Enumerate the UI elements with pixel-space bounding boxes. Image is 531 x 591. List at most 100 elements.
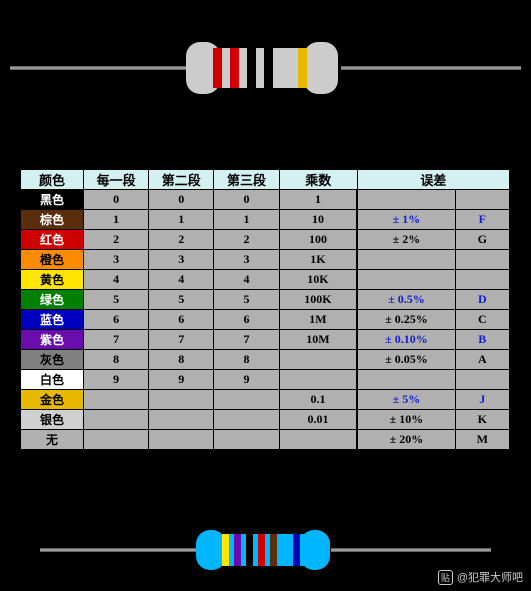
table-row: 白色999 (21, 370, 510, 390)
code-cell (455, 370, 509, 390)
value-cell: 7 (84, 330, 149, 350)
code-cell (455, 270, 509, 290)
value-cell (214, 430, 279, 450)
resistor-band (270, 534, 277, 566)
page-title: 数值的读取方法 (0, 10, 531, 36)
value-cell: 1 (149, 210, 214, 230)
table-header-row: 颜色每一段第二段第三段乘数误差 (21, 170, 510, 190)
resistor-band (246, 534, 253, 566)
value-cell (149, 430, 214, 450)
table-row: 无± 20%M (21, 430, 510, 450)
color-name-cell: 金色 (21, 390, 84, 410)
resistor-band (293, 534, 300, 566)
table-row: 紫色77710M± 0.10%B (21, 330, 510, 350)
color-code-table: 颜色每一段第二段第三段乘数误差 黑色0001棕色11110± 1%F红色2221… (20, 169, 510, 450)
tolerance-cell: ± 0.05% (357, 350, 455, 370)
value-cell: 100K (279, 290, 357, 310)
value-cell: 4 (214, 270, 279, 290)
resistor-band (298, 48, 307, 88)
tolerance-cell (357, 250, 455, 270)
table-row: 银色0.01± 10%K (21, 410, 510, 430)
color-name-cell: 红色 (21, 230, 84, 250)
color-name-cell: 紫色 (21, 330, 84, 350)
watermark-text: @犯罪大师吧 (457, 569, 523, 585)
color-name-cell: 黄色 (21, 270, 84, 290)
value-cell: 1 (84, 210, 149, 230)
value-cell: 8 (84, 350, 149, 370)
value-cell: 10 (279, 210, 357, 230)
table-header: 每一段 (84, 170, 149, 190)
value-cell: 5 (149, 290, 214, 310)
value-cell: 0.1 (279, 390, 357, 410)
value-cell (84, 410, 149, 430)
resistor-bottom-body (212, 534, 312, 566)
color-name-cell: 黑色 (21, 190, 84, 210)
value-cell (84, 390, 149, 410)
value-cell: 1 (279, 190, 357, 210)
value-cell: 9 (214, 370, 279, 390)
table-row: 橙色3331K (21, 250, 510, 270)
value-cell: 100 (279, 230, 357, 250)
table-row: 金色0.1± 5%J (21, 390, 510, 410)
code-cell: M (455, 430, 509, 450)
watermark: 贴 @犯罪大师吧 (438, 569, 523, 585)
value-cell: 0 (84, 190, 149, 210)
value-cell: 9 (149, 370, 214, 390)
value-cell (149, 410, 214, 430)
value-cell: 2 (149, 230, 214, 250)
resistor-band (264, 48, 273, 88)
code-cell: A (455, 350, 509, 370)
table-header: 第二段 (149, 170, 214, 190)
table-header: 颜色 (21, 170, 84, 190)
color-name-cell: 蓝色 (21, 310, 84, 330)
value-cell: 4 (149, 270, 214, 290)
color-name-cell: 棕色 (21, 210, 84, 230)
resistor-band (258, 534, 265, 566)
value-cell: 3 (214, 250, 279, 270)
value-cell: 9 (84, 370, 149, 390)
value-cell: 10M (279, 330, 357, 350)
code-cell: F (455, 210, 509, 230)
tolerance-cell (357, 270, 455, 290)
table-row: 蓝色6661M± 0.25%C (21, 310, 510, 330)
code-cell (455, 250, 509, 270)
value-cell: 10K (279, 270, 357, 290)
resistor-band (213, 48, 222, 88)
table-header: 第三段 (214, 170, 279, 190)
code-cell: C (455, 310, 509, 330)
value-cell: 6 (84, 310, 149, 330)
table-row: 黑色0001 (21, 190, 510, 210)
code-cell: K (455, 410, 509, 430)
color-name-cell: 银色 (21, 410, 84, 430)
value-cell: 1K (279, 250, 357, 270)
value-cell: 2 (84, 230, 149, 250)
value-cell: 3 (149, 250, 214, 270)
value-cell: 5 (214, 290, 279, 310)
value-cell: 3 (84, 250, 149, 270)
color-name-cell: 白色 (21, 370, 84, 390)
value-cell: 2 (214, 230, 279, 250)
value-cell: 5 (84, 290, 149, 310)
code-cell: G (455, 230, 509, 250)
value-cell: 6 (149, 310, 214, 330)
tolerance-cell: ± 20% (357, 430, 455, 450)
tolerance-cell (357, 370, 455, 390)
value-cell (84, 430, 149, 450)
value-cell (149, 390, 214, 410)
tolerance-cell: ± 0.10% (357, 330, 455, 350)
resistor-top-body (204, 48, 320, 88)
value-cell (279, 350, 357, 370)
resistor-band (234, 534, 241, 566)
value-cell (214, 390, 279, 410)
value-cell: 4 (84, 270, 149, 290)
color-name-cell: 灰色 (21, 350, 84, 370)
resistor-band (222, 534, 229, 566)
tolerance-cell: ± 10% (357, 410, 455, 430)
table-header: 误差 (357, 170, 509, 190)
value-cell: 7 (214, 330, 279, 350)
value-cell: 0 (149, 190, 214, 210)
value-cell: 7 (149, 330, 214, 350)
value-cell: 0 (214, 190, 279, 210)
tolerance-cell: ± 1% (357, 210, 455, 230)
code-cell: B (455, 330, 509, 350)
